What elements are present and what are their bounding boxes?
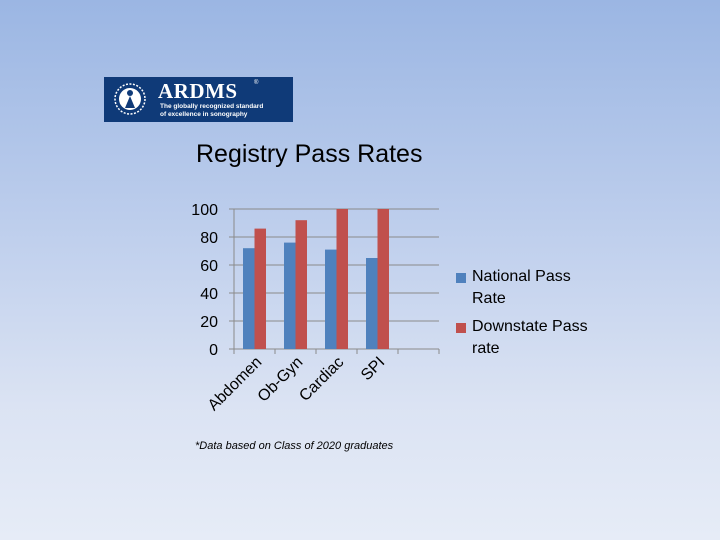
y-tick-label: 100 (191, 202, 218, 219)
y-tick-label: 20 (200, 314, 218, 331)
chart-title: Registry Pass Rates (196, 140, 423, 168)
bar-national (284, 242, 296, 349)
bar-downstate (295, 220, 307, 349)
y-tick-label: 40 (200, 286, 218, 303)
chart-legend: National Pass Rate Downstate Pass rate (456, 266, 592, 366)
logo-tagline: The globally recognized standard of exce… (160, 103, 290, 119)
bar-national (366, 258, 378, 349)
x-tick-label: Ob-Gyn (255, 354, 307, 406)
x-tick-label: Cardiac (296, 354, 347, 405)
bar-national (325, 249, 337, 349)
bar-national (243, 248, 255, 349)
logo-registered-mark: ® (254, 80, 259, 86)
footnote: *Data based on Class of 2020 graduates (195, 440, 394, 452)
y-tick-label: 60 (200, 258, 218, 275)
legend-item-national: National Pass Rate (456, 266, 592, 310)
legend-label-downstate: Downstate Pass rate (472, 318, 588, 357)
bar-downstate (336, 209, 348, 349)
legend-label-national: National Pass Rate (472, 268, 571, 307)
y-tick-label: 0 (209, 342, 218, 359)
logo-title: ARDMS (158, 79, 238, 103)
ardms-emblem-icon (114, 83, 146, 115)
bar-downstate (254, 228, 266, 349)
x-tick-label: Abdomen (205, 354, 265, 414)
y-tick-label: 80 (200, 230, 218, 247)
legend-swatch-national (456, 273, 466, 283)
legend-swatch-downstate (456, 323, 466, 333)
bar-downstate (377, 209, 389, 349)
logo-tagline-line1: The globally recognized standard (160, 103, 264, 110)
logo-tagline-line2: of excellence in sonography (160, 111, 248, 118)
legend-item-downstate: Downstate Pass rate (456, 316, 592, 360)
ardms-logo: ARDMS ® The globally recognized standard… (104, 77, 293, 122)
x-tick-label: SPI (358, 354, 388, 384)
